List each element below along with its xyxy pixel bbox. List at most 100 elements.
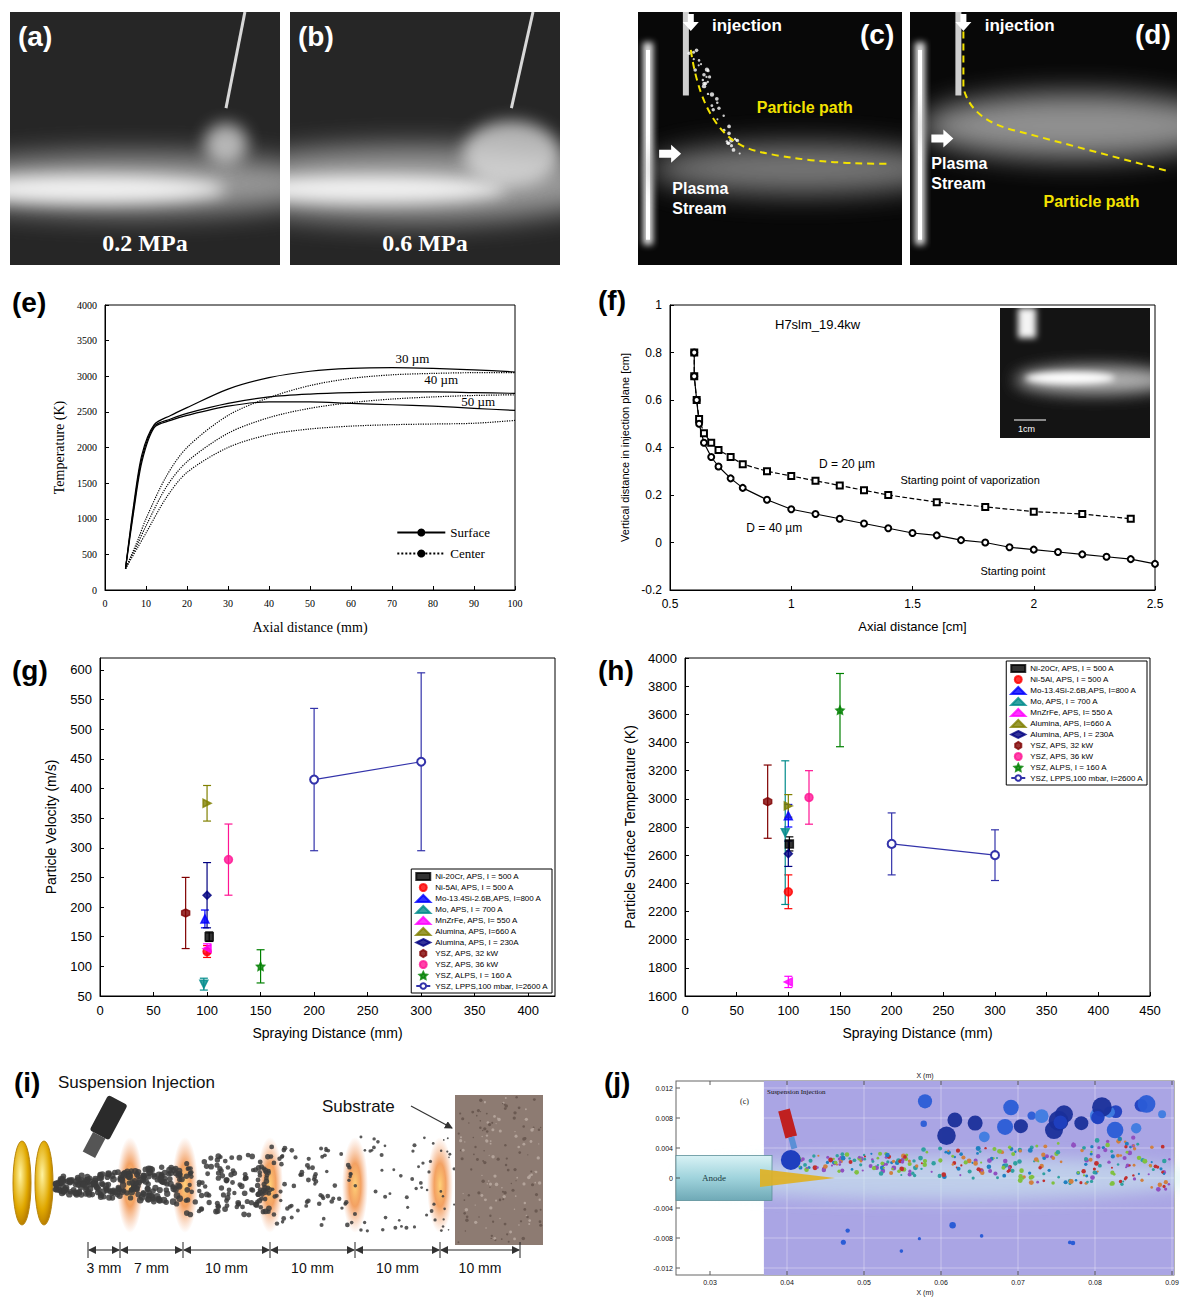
svg-text:1.5: 1.5	[904, 597, 921, 611]
svg-text:H7slm_19.4kw: H7slm_19.4kw	[775, 317, 861, 332]
svg-text:Alumina, APS, I = 230A: Alumina, APS, I = 230A	[435, 938, 519, 947]
svg-text:200: 200	[70, 900, 92, 915]
svg-text:100: 100	[196, 1003, 218, 1018]
svg-text:2.5: 2.5	[1147, 597, 1164, 611]
svg-text:200: 200	[881, 1003, 903, 1018]
svg-text:(i): (i)	[14, 1067, 40, 1098]
svg-text:Temperature (K): Temperature (K)	[52, 400, 68, 494]
svg-text:YSZ, APS, 36 kW: YSZ, APS, 36 kW	[1030, 752, 1093, 761]
svg-text:Center: Center	[450, 546, 485, 561]
svg-text:(b): (b)	[298, 21, 334, 52]
svg-text:0: 0	[681, 1003, 688, 1018]
svg-text:150: 150	[70, 929, 92, 944]
svg-text:0.07: 0.07	[1011, 1279, 1025, 1286]
svg-text:40: 40	[264, 598, 274, 609]
svg-text:0: 0	[669, 1175, 673, 1182]
svg-text:Mo, APS, I = 700 A: Mo, APS, I = 700 A	[1030, 697, 1098, 706]
svg-text:(c): (c)	[740, 1097, 749, 1106]
svg-text:500: 500	[70, 722, 92, 737]
svg-text:4000: 4000	[77, 300, 97, 311]
svg-text:3000: 3000	[77, 371, 97, 382]
svg-text:X (m): X (m)	[916, 1289, 933, 1297]
svg-text:Stream: Stream	[672, 200, 726, 217]
svg-text:200: 200	[303, 1003, 325, 1018]
svg-text:400: 400	[517, 1003, 539, 1018]
svg-text:0.6: 0.6	[645, 393, 662, 407]
svg-text:3 mm: 3 mm	[87, 1260, 122, 1276]
svg-text:Suspension Injection: Suspension Injection	[767, 1088, 826, 1096]
svg-text:3000: 3000	[648, 791, 677, 806]
svg-text:0.05: 0.05	[857, 1279, 871, 1286]
svg-text:1500: 1500	[77, 478, 97, 489]
svg-text:3400: 3400	[648, 735, 677, 750]
svg-text:7 mm: 7 mm	[134, 1260, 169, 1276]
svg-text:Suspension Injection: Suspension Injection	[58, 1073, 215, 1092]
svg-text:D = 40 µm: D = 40 µm	[746, 521, 802, 535]
svg-text:(c): (c)	[860, 19, 894, 50]
svg-text:0: 0	[103, 598, 108, 609]
svg-text:(d): (d)	[1135, 19, 1171, 50]
svg-text:350: 350	[1036, 1003, 1058, 1018]
svg-text:400: 400	[70, 781, 92, 796]
svg-text:50: 50	[78, 989, 92, 1004]
svg-text:YSZ, APS, 36 kW: YSZ, APS, 36 kW	[435, 960, 498, 969]
svg-text:MnZrFe, APS, I= 550 A: MnZrFe, APS, I= 550 A	[1030, 708, 1113, 717]
svg-text:0.03: 0.03	[703, 1279, 717, 1286]
svg-text:YSZ, LPPS,100 mbar, I=2600 A: YSZ, LPPS,100 mbar, I=2600 A	[435, 982, 548, 991]
svg-text:50: 50	[146, 1003, 160, 1018]
svg-text:1600: 1600	[648, 989, 677, 1004]
svg-text:YSZ, LPPS,100 mbar, I=2600 A: YSZ, LPPS,100 mbar, I=2600 A	[1030, 774, 1143, 783]
svg-text:injection: injection	[712, 16, 782, 35]
svg-text:250: 250	[70, 870, 92, 885]
svg-text:Mo, APS, I = 700 A: Mo, APS, I = 700 A	[435, 905, 503, 914]
svg-text:0.4: 0.4	[645, 441, 662, 455]
svg-text:150: 150	[829, 1003, 851, 1018]
svg-text:-0.012: -0.012	[653, 1265, 673, 1272]
svg-text:300: 300	[984, 1003, 1006, 1018]
svg-text:300: 300	[70, 840, 92, 855]
svg-text:50: 50	[305, 598, 315, 609]
svg-text:2600: 2600	[648, 848, 677, 863]
svg-text:10 mm: 10 mm	[376, 1260, 419, 1276]
svg-text:-0.2: -0.2	[641, 583, 662, 597]
svg-text:350: 350	[70, 811, 92, 826]
svg-text:0.6 MPa: 0.6 MPa	[382, 230, 467, 256]
svg-text:550: 550	[70, 692, 92, 707]
svg-text:20: 20	[182, 598, 192, 609]
svg-text:1cm: 1cm	[1018, 424, 1035, 434]
svg-text:Starting point of vaporization: Starting point of vaporization	[900, 474, 1039, 486]
svg-text:30: 30	[223, 598, 233, 609]
svg-text:Substrate: Substrate	[322, 1097, 395, 1116]
svg-text:2800: 2800	[648, 820, 677, 835]
svg-text:100: 100	[508, 598, 523, 609]
svg-text:YSZ, ALPS, I = 160 A: YSZ, ALPS, I = 160 A	[435, 971, 512, 980]
svg-text:0.012: 0.012	[655, 1085, 673, 1092]
svg-text:MnZrFe, APS, I= 550 A: MnZrFe, APS, I= 550 A	[435, 916, 518, 925]
svg-text:3200: 3200	[648, 763, 677, 778]
svg-text:3600: 3600	[648, 707, 677, 722]
svg-text:100: 100	[777, 1003, 799, 1018]
svg-text:YSZ, ALPS, I = 160 A: YSZ, ALPS, I = 160 A	[1030, 763, 1107, 772]
svg-text:70: 70	[387, 598, 397, 609]
svg-text:D = 20 µm: D = 20 µm	[819, 457, 875, 471]
svg-text:Plasma: Plasma	[931, 155, 987, 172]
svg-text:Particle Velocity (m/s): Particle Velocity (m/s)	[43, 760, 59, 895]
svg-text:Mo-13.4Si-2.6B,APS, I=800 A: Mo-13.4Si-2.6B,APS, I=800 A	[435, 894, 541, 903]
svg-text:150: 150	[250, 1003, 272, 1018]
svg-text:250: 250	[357, 1003, 379, 1018]
svg-text:10 mm: 10 mm	[205, 1260, 248, 1276]
svg-text:350: 350	[464, 1003, 486, 1018]
svg-text:450: 450	[70, 751, 92, 766]
svg-text:250: 250	[932, 1003, 954, 1018]
svg-text:Ni-5Al, APS, I = 500 A: Ni-5Al, APS, I = 500 A	[1030, 675, 1109, 684]
svg-text:2200: 2200	[648, 904, 677, 919]
svg-text:Alumina, APS, I=660 A: Alumina, APS, I=660 A	[1030, 719, 1111, 728]
svg-text:Spraying Distance (mm): Spraying Distance (mm)	[252, 1025, 402, 1041]
svg-text:-0.004: -0.004	[653, 1205, 673, 1212]
svg-text:Ni-5Al, APS, I = 500 A: Ni-5Al, APS, I = 500 A	[435, 883, 514, 892]
svg-text:0.5: 0.5	[662, 597, 679, 611]
svg-text:0.06: 0.06	[934, 1279, 948, 1286]
svg-text:10 mm: 10 mm	[291, 1260, 334, 1276]
svg-text:Starting point: Starting point	[980, 565, 1045, 577]
svg-text:Particle path: Particle path	[1044, 193, 1140, 210]
